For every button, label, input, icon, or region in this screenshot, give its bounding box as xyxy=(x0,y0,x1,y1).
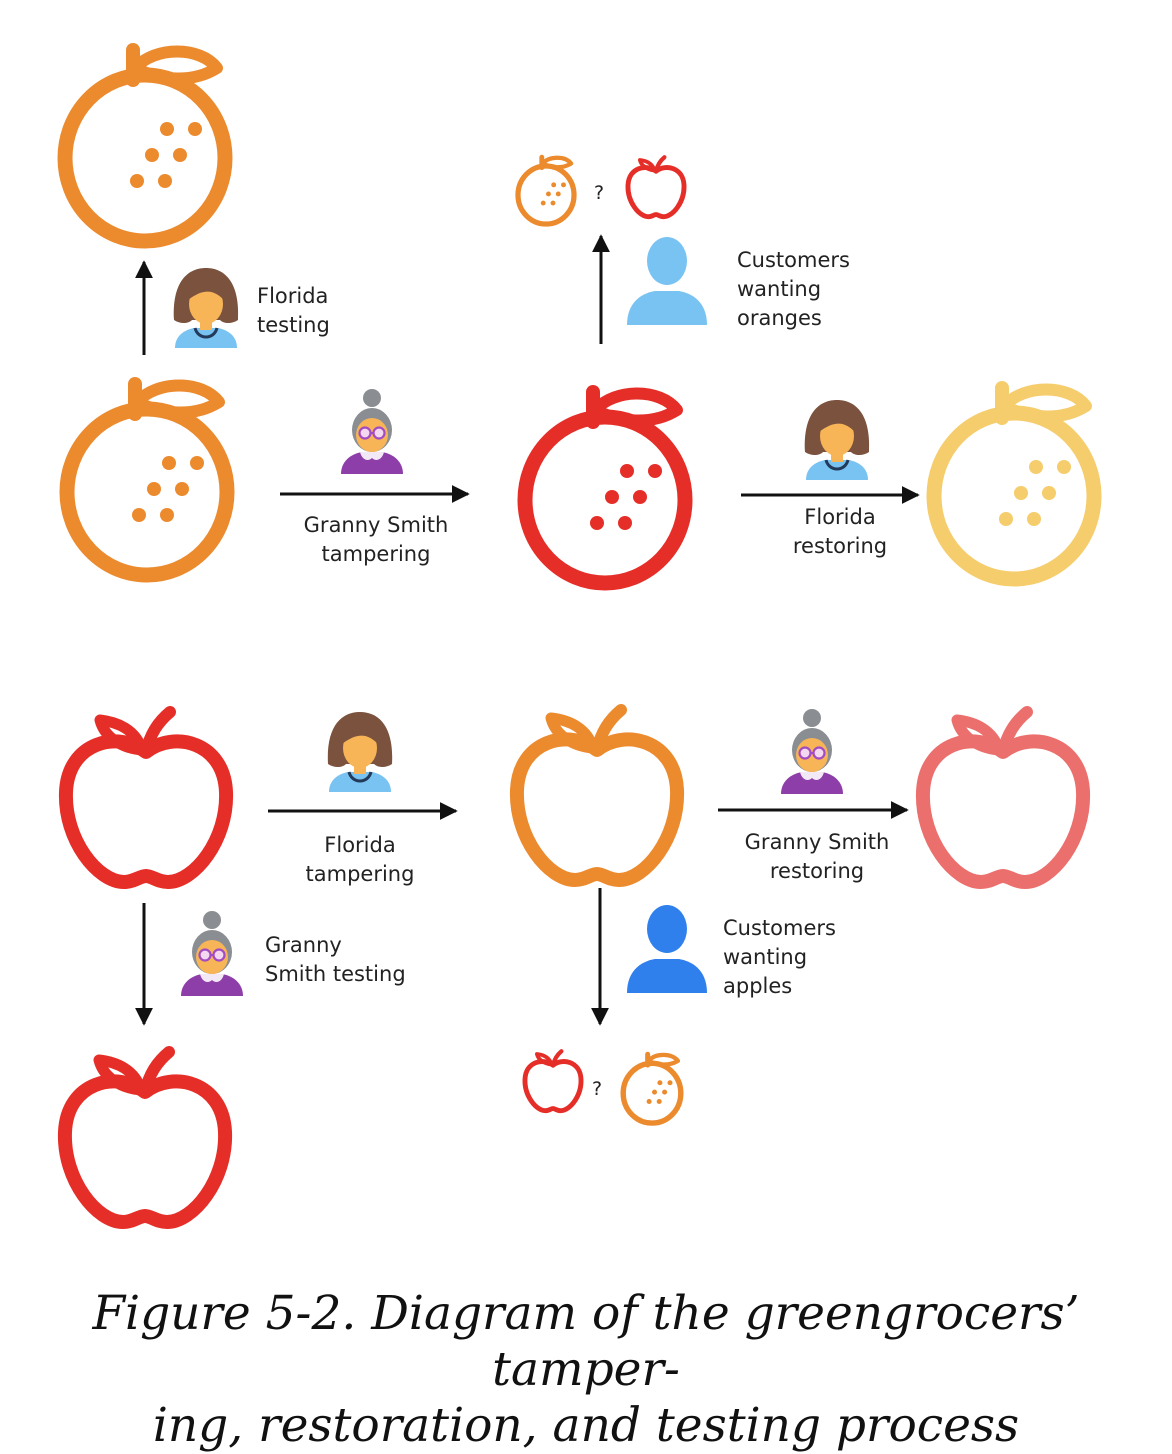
florida-woman-icon xyxy=(326,710,394,794)
florida-woman-icon xyxy=(172,266,240,350)
label-customers-wanting-oranges: Customers wanting oranges xyxy=(737,246,850,333)
apple-icon xyxy=(517,710,677,880)
orange-icon xyxy=(934,388,1094,579)
label-florida-restoring: Florida restoring xyxy=(770,503,910,561)
apple-icon xyxy=(525,1051,581,1111)
label-line: Granny Smith xyxy=(303,513,449,537)
label-line: Florida xyxy=(257,284,329,308)
label-line: Florida xyxy=(324,833,396,857)
label-line: restoring xyxy=(792,534,888,558)
apple-icon xyxy=(923,712,1083,882)
label-customers-wanting-apples: Customers wanting apples xyxy=(723,914,836,1001)
label-line: restoring xyxy=(769,859,865,883)
label-line: Smith testing xyxy=(265,962,406,986)
label-line: oranges xyxy=(737,306,822,330)
label-line: tampering xyxy=(305,862,415,886)
question-mark: ? xyxy=(592,1078,603,1100)
customer-person-icon xyxy=(627,237,707,325)
granny-smith-icon xyxy=(179,909,245,998)
orange-icon xyxy=(525,392,685,583)
apple-icon xyxy=(628,157,684,217)
label-line: tampering xyxy=(321,542,431,566)
caption-line: Figure 5-2. Diagram of the greengrocers’… xyxy=(92,1286,1080,1397)
label-florida-tampering: Florida tampering xyxy=(290,831,430,889)
label-granny-smith-tampering: Granny Smith tampering xyxy=(296,511,456,569)
label-line: wanting xyxy=(737,277,822,301)
label-florida-testing: Florida testing xyxy=(257,282,330,340)
orange-icon xyxy=(623,1054,681,1123)
granny-smith-icon xyxy=(339,387,405,476)
label-line: Granny xyxy=(265,933,342,957)
label-line: Granny Smith xyxy=(744,830,890,854)
label-line: Florida xyxy=(804,505,876,529)
question-mark: ? xyxy=(594,182,605,204)
label-granny-smith-restoring: Granny Smith restoring xyxy=(737,828,897,886)
label-line: apples xyxy=(723,974,793,998)
orange-icon xyxy=(65,50,225,241)
label-line: Customers xyxy=(737,248,850,272)
orange-icon xyxy=(67,384,227,575)
label-line: Customers xyxy=(723,916,836,940)
figure-caption: Figure 5-2. Diagram of the greengrocers’… xyxy=(0,1286,1172,1454)
apple-icon xyxy=(66,712,226,882)
label-line: wanting xyxy=(723,945,808,969)
florida-woman-icon xyxy=(803,398,871,482)
orange-icon xyxy=(518,157,574,224)
granny-smith-icon xyxy=(779,707,845,796)
customer-person-icon xyxy=(627,905,707,993)
apple-icon xyxy=(65,1052,225,1222)
label-granny-smith-testing: Granny Smith testing xyxy=(265,931,406,989)
caption-line: ing, restoration, and testing process xyxy=(152,1398,1020,1453)
label-line: testing xyxy=(257,313,330,337)
